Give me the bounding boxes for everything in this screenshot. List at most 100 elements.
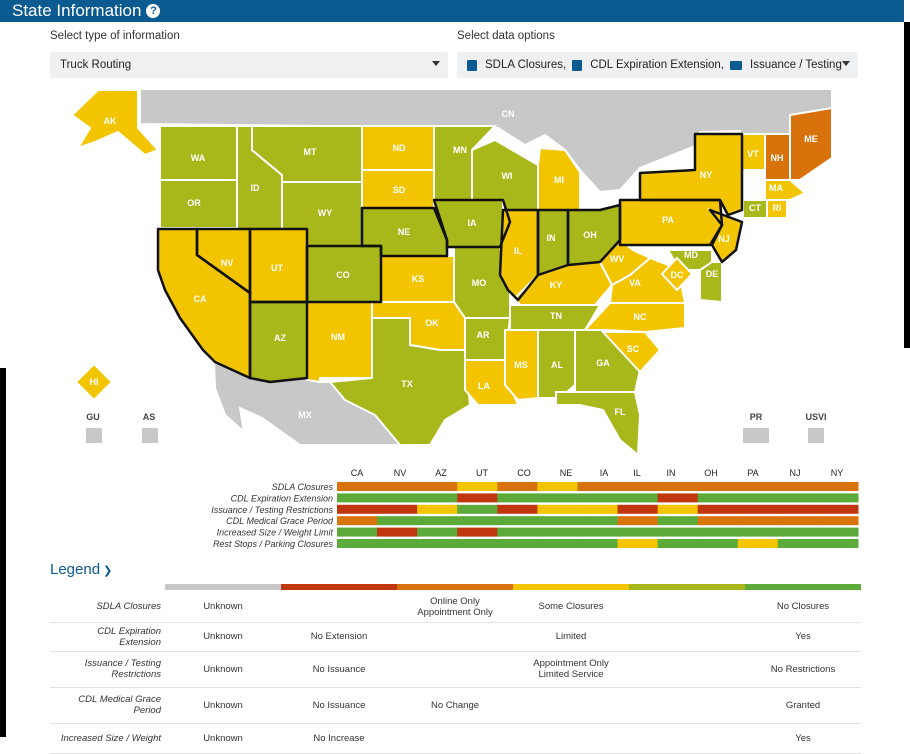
data-chip-cdl: CDL Expiration Extension, [590,59,724,71]
territory-gu[interactable]: GU [86,412,102,443]
state-label-ms: MS [514,360,528,370]
timeline-column-az: AZ [435,468,447,478]
timeline-cell [697,493,739,503]
timeline-column-ne: NE [560,468,573,478]
state-label-dc: DC [671,270,684,280]
legend-row: Issuance / Testing Restrictions Unknown No… [50,651,861,688]
legend-row: SDLA Closures Unknown Online Only Appointm… [50,592,861,623]
state-label-wa: WA [191,153,206,163]
legend-cell: Unknown [165,723,281,754]
legend-cell: Online Only Appointment Only [397,592,513,623]
territory-pr[interactable]: PR [743,412,769,443]
legend-title: Legend [50,561,101,578]
state-hi[interactable] [74,362,114,402]
state-label-wi: WI [502,171,513,181]
timeline-cell [617,493,659,503]
state-label-tx: TX [401,379,413,389]
state-de[interactable] [699,261,723,304]
timeline-column-co: CO [517,468,531,478]
state-dc[interactable] [660,256,694,292]
timeline-cell [777,493,819,503]
territory-usvi[interactable]: USVI [805,412,827,443]
state-ma[interactable] [764,179,807,201]
region-label: CN [502,109,515,119]
data-options-select[interactable]: SDLA Closures, CDL Expiration Extension,… [457,52,858,78]
timeline-column-ia: IA [600,468,609,478]
legend-cell: Yes [745,622,861,652]
legend-cell [629,723,745,754]
timeline-cell [417,504,458,514]
state-label-ct: CT [749,203,761,213]
timeline-cell [577,516,619,526]
state-label-tn: TN [550,311,562,321]
legend-cell: No Restrictions [745,651,861,688]
legend-cell: Unknown [165,651,281,688]
state-fl[interactable] [555,391,642,458]
timeline-cell [377,493,418,503]
type-select[interactable]: Truck Routing [50,52,448,78]
state-ak[interactable] [70,89,160,157]
timeline-cell [377,482,418,491]
state-label-vt: VT [747,149,759,159]
state-ri[interactable] [766,199,788,219]
state-label-nh: NH [771,153,784,163]
legend-row-label: CDL Expiration Extension [50,622,165,652]
legend-cell: Unknown [165,592,281,623]
timeline-cell [537,539,578,548]
page-header: State Information ? [0,0,904,22]
state-tx[interactable] [328,317,472,446]
calendar-plus-icon [572,59,583,71]
restriction-timeline-chart: CA NV AZ UT CO NE IA IL IN OH PA NJ NY SDLA Closures… [211,468,859,549]
timeline-row-label: Increased Size / Weight Limit [217,528,334,538]
timeline-cell [657,493,699,503]
timeline-cell [377,539,418,548]
question-circle-icon[interactable]: ? [146,4,161,18]
id-card-icon [467,59,477,71]
timeline-cell [737,504,779,514]
state-ms[interactable] [504,329,539,402]
timeline-column-il: IL [633,468,641,478]
timeline-cell [497,493,538,503]
timeline-column-ca: CA [351,468,364,478]
legend-cell [629,592,745,623]
timeline-cell [457,539,498,548]
type-select-value: Truck Routing [60,59,132,71]
legend-cell: No Extension [281,622,397,652]
legend-toggle[interactable]: Legend ❯ [50,561,112,578]
timeline-cell [657,516,699,526]
legend-swatch-red [281,584,397,590]
legend-cell [629,622,745,652]
legend-row-label: Increased Size / Weight [50,723,165,754]
state-me[interactable] [789,106,833,181]
legend-cell: Some Closures [513,592,629,623]
timeline-cell [377,516,418,526]
legend-cell: Yes [745,723,861,754]
legend-cell: Unknown [165,622,281,652]
legend-color-bar [165,584,861,590]
state-label-la: LA [478,381,490,391]
state-label-ut: UT [271,263,283,273]
timeline-cell [537,516,578,526]
timeline-cell [377,504,418,514]
state-label-in: IN [547,233,556,243]
legend-row: CDL Medical Grace Period Unknown No Issuan… [50,687,861,724]
timeline-cell [497,516,538,526]
timeline-cell [577,504,619,514]
legend-cell: No Issuance [281,687,397,724]
state-label-mi: MI [554,175,564,185]
timeline-cell [537,482,578,491]
timeline-column-pa: PA [747,468,758,478]
state-label-wy: WY [318,208,333,218]
territory-as[interactable]: AS [142,412,158,443]
timeline-cell [737,493,779,503]
state-nm[interactable] [306,301,373,384]
timeline-cell [617,482,659,491]
state-label-nm: NM [331,332,345,342]
legend-cell [397,723,513,754]
timeline-cell [337,539,378,548]
timeline-cell [457,527,498,537]
state-label-md: MD [684,250,698,260]
timeline-row-label: Issuance / Testing Restrictions [211,505,333,515]
timeline-cell [617,516,659,526]
timeline-cell [777,516,819,526]
